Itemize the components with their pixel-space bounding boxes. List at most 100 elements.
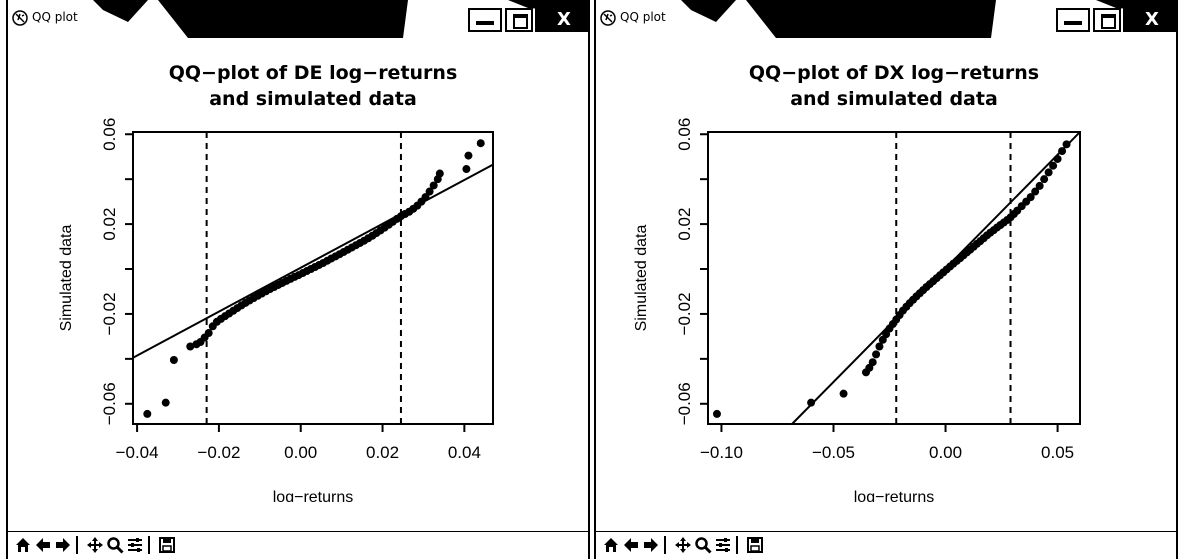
x-tick-label: −0.10	[700, 443, 743, 462]
zoom-icon	[107, 537, 124, 554]
y-axis-label: Simulated data	[633, 225, 650, 332]
configure-button[interactable]	[714, 536, 732, 554]
x-tick-label: 0.04	[448, 443, 481, 462]
x-tick-label: −0.05	[812, 443, 855, 462]
y-tick-label: −0.06	[675, 382, 694, 425]
qq-plot-window-left: QQ plot X QQ−plot of DE log−returns and s…	[6, 0, 590, 559]
toolbar-separator	[664, 536, 666, 554]
data-point	[421, 193, 430, 202]
pan-button[interactable]	[86, 536, 104, 554]
reference-line	[133, 163, 493, 359]
save-icon	[159, 537, 175, 553]
save-icon	[747, 537, 763, 553]
data-point	[712, 409, 721, 418]
close-button[interactable]: X	[1123, 8, 1176, 32]
pan-icon	[87, 537, 103, 553]
save-button[interactable]	[158, 536, 176, 554]
home-button[interactable]	[602, 536, 620, 554]
back-arrow-icon	[36, 538, 50, 552]
forward-button[interactable]	[642, 536, 660, 554]
chart-title-line: QQ−plot of DE log−returns	[169, 62, 458, 84]
pan-button[interactable]	[674, 536, 692, 554]
x-tick-label: 0.00	[284, 443, 317, 462]
y-axis-label: Simulated data	[58, 225, 75, 332]
chart-title-line: and simulated data	[209, 88, 417, 110]
data-point	[1058, 147, 1067, 156]
minimize-button[interactable]	[1056, 8, 1090, 32]
x-axis-label: log−returns	[273, 489, 354, 502]
data-point	[476, 139, 485, 148]
close-button[interactable]: X	[535, 8, 588, 32]
data-point	[429, 181, 438, 190]
data-point	[1031, 187, 1040, 196]
zoom-icon	[695, 537, 712, 554]
toolbar-separator	[148, 536, 150, 554]
titlebar-decoration	[93, 0, 588, 38]
window-titlebar[interactable]: QQ plot X	[596, 0, 1176, 42]
app-icon	[12, 10, 28, 26]
zoom-button[interactable]	[694, 536, 712, 554]
x-tick-label: 0.02	[366, 443, 399, 462]
forward-button[interactable]	[54, 536, 72, 554]
qq-chart-de: QQ−plot of DE log−returns and simulated d…	[58, 62, 494, 506]
minimize-button[interactable]	[468, 8, 502, 32]
maximize-icon	[1101, 14, 1116, 29]
data-point	[143, 409, 152, 418]
back-button[interactable]	[622, 536, 640, 554]
plot-toolbar	[596, 531, 1176, 559]
x-tick-label: 0.00	[929, 443, 962, 462]
data-point	[1040, 175, 1049, 184]
back-button[interactable]	[34, 536, 52, 554]
data-point	[1026, 193, 1035, 202]
data-point	[186, 342, 195, 351]
app-icon	[600, 10, 616, 26]
y-tick-label: 0.06	[100, 118, 119, 151]
x-tick-label: 0.05	[1041, 443, 1074, 462]
toolbar-separator	[76, 536, 78, 554]
y-tick-label: 0.06	[675, 118, 694, 151]
home-button[interactable]	[14, 536, 32, 554]
window-title: QQ plot	[32, 10, 78, 24]
plot-content	[133, 132, 493, 424]
data-point	[872, 350, 881, 359]
forward-arrow-icon	[56, 538, 70, 552]
toolbar-separator	[736, 536, 738, 554]
data-point	[875, 342, 884, 351]
maximize-button[interactable]	[1093, 8, 1121, 32]
data-point	[839, 389, 848, 398]
configure-button[interactable]	[126, 536, 144, 554]
plot-area: QQ−plot of DE log−returns and simulated d…	[8, 42, 588, 532]
plot-frame	[132, 131, 494, 425]
y-tick-label: −0.06	[100, 382, 119, 425]
data-point	[807, 398, 816, 407]
qq-plot-window-right: QQ plot X QQ−plot of DX log−returns and s…	[594, 0, 1178, 559]
window-title: QQ plot	[620, 10, 666, 24]
x-axis-label: log−returns	[854, 489, 935, 502]
window-titlebar[interactable]: QQ plot X	[8, 0, 588, 42]
y-tick-label: −0.02	[675, 292, 694, 335]
maximize-button[interactable]	[505, 8, 533, 32]
y-tick-label: 0.02	[100, 208, 119, 241]
data-point	[1053, 154, 1062, 163]
y-tick-label: −0.02	[100, 292, 119, 335]
plot-content	[712, 132, 1080, 424]
x-tick-label: −0.04	[116, 443, 159, 462]
home-icon	[16, 538, 30, 552]
zoom-button[interactable]	[106, 536, 124, 554]
pan-icon	[675, 537, 691, 553]
chart-title-line: and simulated data	[790, 88, 998, 110]
data-point	[1062, 140, 1071, 149]
data-point	[204, 329, 213, 338]
save-button[interactable]	[746, 536, 764, 554]
data-point	[1049, 161, 1058, 170]
close-icon: X	[557, 9, 571, 30]
back-arrow-icon	[624, 538, 638, 552]
home-icon	[604, 538, 618, 552]
data-point	[169, 355, 178, 364]
configure-icon	[716, 538, 730, 552]
chart-title-line: QQ−plot of DX log−returns	[749, 62, 1039, 84]
data-point	[161, 398, 170, 407]
data-point	[425, 187, 434, 196]
minimize-icon	[476, 21, 494, 25]
data-point	[464, 151, 473, 160]
